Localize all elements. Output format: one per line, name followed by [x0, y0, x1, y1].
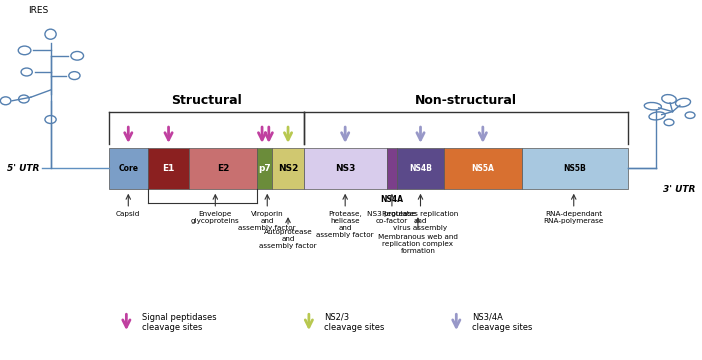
Text: Envelope
glycoproteins: Envelope glycoproteins [191, 211, 239, 224]
Text: 3' UTR: 3' UTR [663, 185, 695, 194]
Text: NS2/3
cleavage sites: NS2/3 cleavage sites [324, 312, 385, 332]
Bar [397, 148, 444, 189]
Text: NS4A: NS4A [380, 195, 404, 204]
Bar [272, 148, 303, 189]
Text: NS4B: NS4B [409, 164, 432, 173]
Text: Viroporin
and
assembly factor: Viroporin and assembly factor [239, 211, 296, 231]
Text: NS5A: NS5A [472, 164, 494, 173]
Bar [304, 148, 387, 189]
Text: NS5B: NS5B [564, 164, 586, 173]
Bar [387, 148, 397, 189]
Text: NS3: NS3 [335, 164, 355, 173]
Text: Core: Core [119, 164, 138, 173]
Text: IRES: IRES [29, 6, 48, 15]
Text: E1: E1 [162, 164, 175, 173]
Text: NS3/4A
cleavage sites: NS3/4A cleavage sites [472, 312, 532, 332]
Bar [257, 148, 272, 189]
Text: E2: E2 [217, 164, 230, 173]
Text: Regulates replication
and
virus assembly: Regulates replication and virus assembly [383, 211, 458, 231]
Text: Autoprotease
and
assembly factor: Autoprotease and assembly factor [259, 229, 317, 249]
Bar [147, 148, 190, 189]
Text: Capsid: Capsid [116, 211, 140, 217]
Text: Membranous web and
replication complex
formation: Membranous web and replication complex f… [378, 234, 458, 254]
Text: Structural: Structural [171, 94, 241, 107]
Text: p7: p7 [258, 164, 271, 173]
Text: Non-structural: Non-structural [415, 94, 517, 107]
Text: RNA-dependant
RNA-polymerase: RNA-dependant RNA-polymerase [543, 211, 604, 224]
Bar [190, 148, 257, 189]
Text: NS3 protease
co-factor: NS3 protease co-factor [367, 211, 416, 224]
Bar [522, 148, 628, 189]
Text: Signal peptidases
cleavage sites: Signal peptidases cleavage sites [142, 312, 216, 332]
Text: NS2: NS2 [278, 164, 298, 173]
Bar [109, 148, 148, 189]
Bar [444, 148, 522, 189]
Text: 5' UTR: 5' UTR [7, 164, 39, 173]
Text: Protease,
helicase
and
assembly factor: Protease, helicase and assembly factor [317, 211, 374, 238]
